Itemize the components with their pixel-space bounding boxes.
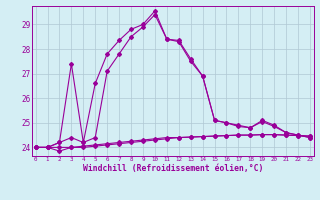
X-axis label: Windchill (Refroidissement éolien,°C): Windchill (Refroidissement éolien,°C) — [83, 164, 263, 173]
